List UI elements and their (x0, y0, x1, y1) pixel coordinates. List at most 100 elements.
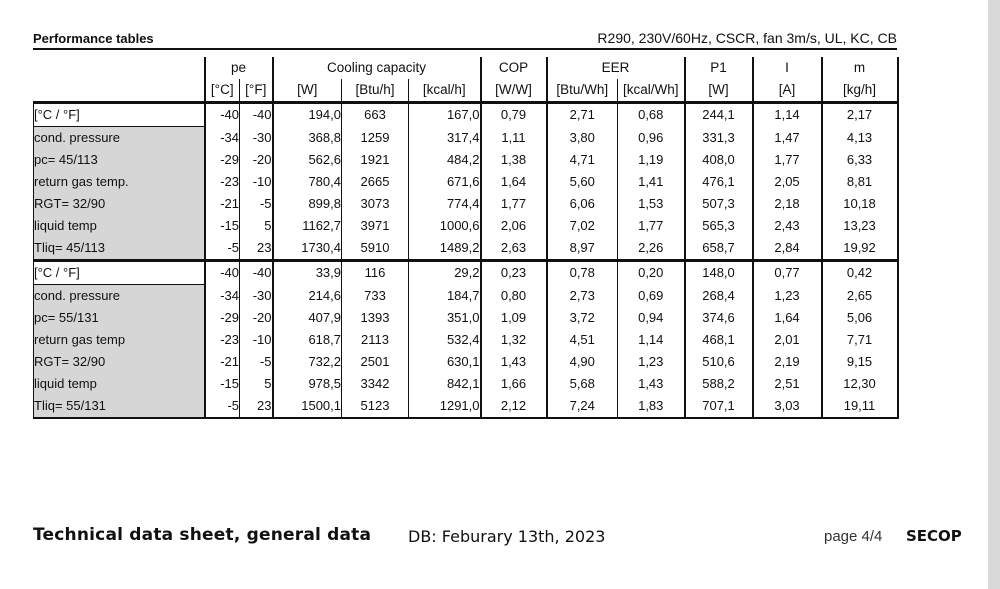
table-cell: 0,42 (820, 260, 899, 285)
page-number: page 4/4 (824, 528, 883, 545)
table-cell: -21 (203, 351, 240, 373)
sheet-spec: R290, 230V/60Hz, CSCR, fan 3m/s, UL, KC,… (597, 30, 897, 46)
table-cell: 3,72 (545, 307, 618, 329)
table-cell: 4,71 (545, 149, 618, 171)
table-cell: 374,6 (683, 307, 753, 329)
table-cell: -5 (239, 351, 273, 373)
table-cell: 1000,6 (408, 215, 481, 237)
table-cell: 1,43 (479, 351, 547, 373)
table-cell: 116 (341, 260, 409, 285)
table-cell: 12,30 (820, 373, 899, 395)
table-cell: 1,77 (751, 149, 822, 171)
table-cell: -23 (203, 171, 240, 193)
table-cell: 5,68 (545, 373, 618, 395)
unit-header: [W] (683, 79, 753, 104)
unit-header: [kcal/Wh] (616, 79, 685, 104)
table-cell: 10,18 (820, 193, 899, 215)
table-cell: 0,20 (616, 260, 685, 285)
header-spacer (34, 57, 205, 79)
table-cell: 565,3 (683, 215, 753, 237)
table-cell: -23 (203, 329, 240, 351)
header-cop: COP (479, 57, 547, 79)
table-cell: 1,23 (751, 284, 822, 307)
table-cell: 0,78 (545, 260, 618, 285)
table-cell: 1,77 (616, 215, 685, 237)
footer-title: Technical data sheet, general data (33, 525, 372, 545)
table-cell: 5 (239, 215, 273, 237)
table-cell: 7,24 (545, 395, 618, 419)
table-cell: 3971 (341, 215, 409, 237)
table-cell: 510,6 (683, 351, 753, 373)
table-cell: 5,60 (545, 171, 618, 193)
condition-label: cond. pressure (33, 284, 206, 307)
header-eer: EER (545, 57, 685, 79)
table-cell: 2113 (341, 329, 409, 351)
table-cell: 663 (341, 102, 409, 127)
table-row: RGT= 32/90 -21 -5 732,2 2501 630,1 1,43 4,90 1,2… (33, 351, 899, 373)
table-cell: 2,65 (820, 284, 899, 307)
condition-label: Tliq= 45/113 (33, 237, 206, 262)
table-cell: -40 (239, 260, 273, 285)
table-cell: 1489,2 (408, 237, 481, 262)
table-cell: 732,2 (271, 351, 342, 373)
table-cell: 2,26 (616, 237, 685, 262)
unit-header: [Btu/h] (341, 79, 409, 104)
table-cell: -29 (203, 307, 240, 329)
condition-label: Tliq= 55/131 (33, 395, 206, 419)
table-cell: 2,84 (751, 237, 822, 262)
table-cell: 2,05 (751, 171, 822, 193)
table-cell: 33,9 (271, 260, 342, 285)
table-cell: 2,01 (751, 329, 822, 351)
condition-label: liquid temp (33, 215, 206, 237)
table-cell: 8,81 (820, 171, 899, 193)
table-cell: 3,03 (751, 395, 822, 419)
table-cell: 1921 (341, 149, 409, 171)
table-cell: 0,94 (616, 307, 685, 329)
table-cell: 658,7 (683, 237, 753, 262)
table-cell: 317,4 (408, 126, 481, 149)
table-cell: 1,64 (479, 171, 547, 193)
unit-header: [W/W] (479, 79, 547, 104)
unit-header: [°F] (239, 79, 273, 104)
table-cell: 194,0 (271, 102, 342, 127)
header-cooling-capacity: Cooling capacity (271, 57, 481, 79)
table-row: Tliq= 55/131 -5 23 1500,1 5123 1291,0 2,12 7,24… (33, 395, 899, 419)
table-cell: -15 (203, 373, 240, 395)
table-cell: 407,9 (271, 307, 342, 329)
unit-header: [W] (271, 79, 342, 104)
table-cell: 2,51 (751, 373, 822, 395)
sheet-title: Performance tables (33, 31, 154, 46)
table-cell: 2,19 (751, 351, 822, 373)
table-cell: 408,0 (683, 149, 753, 171)
header-p1: P1 (683, 57, 753, 79)
unit-spacer (33, 79, 205, 104)
table-cell: 588,2 (683, 373, 753, 395)
table-cell: 6,33 (820, 149, 899, 171)
table-cell: 1,83 (616, 395, 685, 419)
table-cell: 1,53 (616, 193, 685, 215)
table-cell: 1,09 (479, 307, 547, 329)
table-cell: -15 (203, 215, 240, 237)
table-cell: 1162,7 (271, 215, 342, 237)
table-row: return gas temp -23 -10 618,7 2113 532,4 1,32 4… (33, 329, 899, 351)
table-cell: 5 (239, 373, 273, 395)
table-cell: 1,41 (616, 171, 685, 193)
table-cell: 2501 (341, 351, 409, 373)
table-cell: -21 (203, 193, 240, 215)
unit-header-row: [°C] [°F] [W] [Btu/h] [kcal/h] [W/W] [Btu/Wh][… (33, 79, 899, 104)
table-cell: 618,7 (271, 329, 342, 351)
table-cell: 2,18 (751, 193, 822, 215)
table-cell: -20 (239, 149, 273, 171)
table-cell: 2,06 (479, 215, 547, 237)
table-cell: 19,11 (820, 395, 899, 419)
table-cell: 331,3 (683, 126, 753, 149)
table-cell: 1,19 (616, 149, 685, 171)
table-cell: 780,4 (271, 171, 342, 193)
table-cell: 1,14 (616, 329, 685, 351)
table-cell: 0,23 (479, 260, 547, 285)
table-cell: 5,06 (820, 307, 899, 329)
table-cell: 507,3 (683, 193, 753, 215)
table-cell: 3342 (341, 373, 409, 395)
table-cell: 1,47 (751, 126, 822, 149)
